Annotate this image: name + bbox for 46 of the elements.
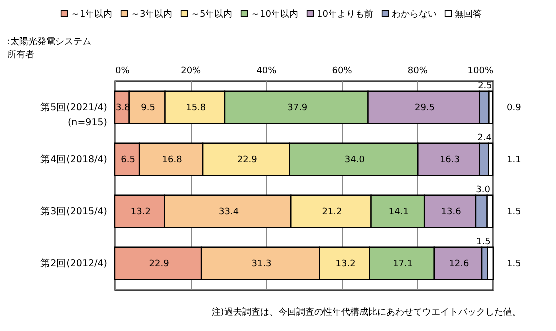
- data-label: 17.1: [393, 259, 414, 270]
- y-tick-label: 第3回(2015/4): [40, 205, 108, 218]
- data-label: 22.9: [237, 156, 258, 166]
- y-axis-title: :太陽光発電システム所有者: [8, 36, 92, 60]
- data-label: 2.4: [478, 134, 492, 144]
- data-label: 2.5: [478, 82, 492, 92]
- data-label: 29.5: [414, 104, 436, 114]
- legend-label: ～1年以内: [71, 8, 113, 20]
- text: 注)過去調査は、今回調査の性年代構成比にあわせてウエイトバックした値。: [212, 307, 522, 318]
- y-tick-label: 第5回(2021/4) (n=915): [40, 102, 108, 129]
- data-label: 1.5: [507, 207, 522, 218]
- x-tick-label: 60%: [332, 66, 353, 76]
- data-label: 13.2: [130, 207, 151, 218]
- data-label: 9.5: [141, 104, 156, 114]
- data-label: 16.8: [162, 156, 183, 166]
- legend-label: ～10年以内: [251, 8, 298, 20]
- y-tick-label: 第4回(2018/4): [40, 154, 108, 166]
- data-label: 6.5: [121, 156, 136, 166]
- data-label: 22.9: [149, 259, 170, 270]
- data-label: 13.2: [336, 259, 356, 270]
- legend-label: ～5年以内: [191, 8, 233, 20]
- legend-label: 無回答: [455, 8, 482, 20]
- data-label: 1.5: [507, 259, 522, 270]
- data-label: 3.0: [476, 185, 491, 196]
- data-label: 31.3: [252, 259, 272, 270]
- data-label: 15.8: [186, 104, 206, 114]
- data-label: 1.5: [476, 237, 491, 248]
- data-label: 1.1: [507, 156, 522, 166]
- x-tick-label: 0%: [116, 66, 130, 76]
- x-tick-label: 20%: [181, 66, 202, 76]
- data-label: 34.0: [344, 156, 366, 166]
- data-label: 14.1: [388, 207, 409, 218]
- legend-label: ～3年以内: [131, 8, 173, 20]
- data-label: 37.9: [288, 104, 308, 114]
- x-tick-label: 100%: [468, 66, 494, 76]
- legend-label: わからない: [392, 10, 437, 20]
- data-label: 13.6: [441, 207, 462, 218]
- legend-label: 10年よりも前: [317, 8, 374, 20]
- x-tick-label: 40%: [256, 66, 278, 76]
- data-label: 33.4: [219, 207, 240, 218]
- data-label: 16.3: [440, 156, 460, 166]
- x-tick-label: 80%: [408, 66, 428, 76]
- data-label: 21.2: [322, 207, 342, 218]
- y-tick-label: 第2回(2012/4): [40, 257, 108, 270]
- data-label: 12.6: [449, 259, 470, 270]
- data-label: 0.9: [507, 104, 522, 114]
